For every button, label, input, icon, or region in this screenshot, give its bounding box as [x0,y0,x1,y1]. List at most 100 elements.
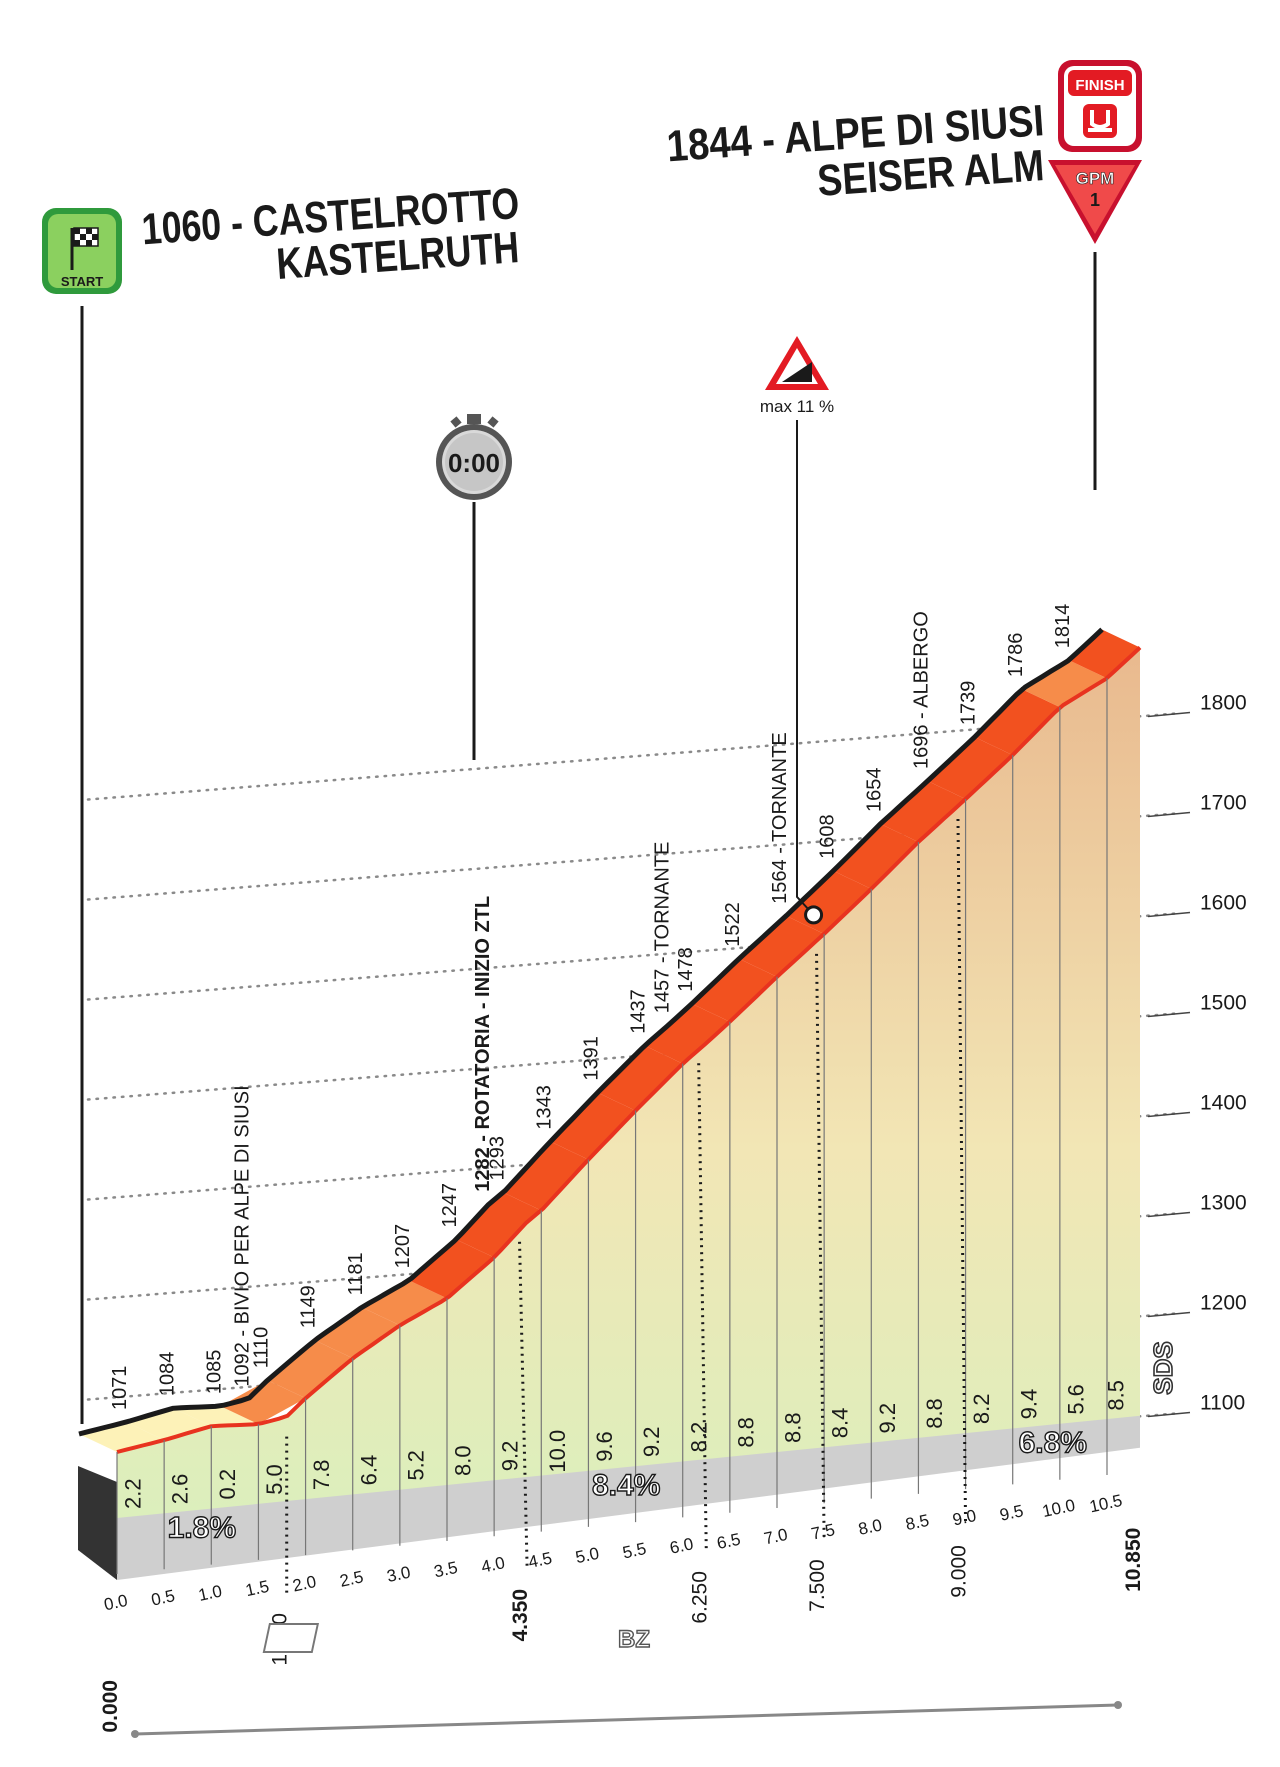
gradient-strips [78,627,1142,1580]
km-label-7: 3.5 [432,1558,459,1581]
gradient-value-3: 5.0 [262,1464,287,1495]
gradient-value-15: 8.4 [828,1408,853,1439]
ribbon-segment-2 [173,1406,259,1427]
ribbon-segment-7 [409,1239,495,1299]
ribbon-segment-6 [361,1280,447,1326]
axis-label-1400: 1400 [1200,1092,1247,1115]
altitude-label-0: 1071 [109,1366,131,1411]
altitude-label-3: 1092 - BIVIO PER ALPE DI SIUSI [232,1085,254,1386]
slope-icon [782,362,812,382]
altitude-label-8: 1247 [439,1183,461,1228]
altitude-label-22: 1786 [1005,633,1027,678]
km-label-21: 10.5 [1088,1491,1124,1516]
altitude-label-18: 1608 [816,814,838,859]
gradient-value-1: 2.6 [168,1474,193,1505]
gradient-value-19: 9.4 [1016,1389,1041,1420]
axis-tick-1200 [1147,1311,1191,1318]
km-label-4: 2.0 [291,1572,318,1595]
altitude-label-6: 1181 [345,1252,367,1295]
gradient-value-16: 9.2 [875,1403,900,1434]
gradient-value-12: 8.2 [686,1422,711,1453]
axis-tick-1700 [1147,811,1191,818]
key-dotted-3 [697,1063,708,1552]
altitude-label-14: 1457 - TORNANTE [651,842,673,1014]
gpm-category: 1 [1090,190,1100,210]
km-label-1: 0.5 [149,1586,176,1609]
axis-label-1300: 1300 [1200,1192,1247,1215]
timer-label: 0:00 [448,448,500,478]
timer-badge: 0:00 [436,414,512,500]
altitude-label-1: 1084 [156,1352,178,1397]
altitude-label-17: 1564 - TORNANTE [769,732,791,904]
ribbon-segment-17 [880,781,966,842]
finish-badge-label: FINISH [1075,77,1124,94]
altitude-label-2: 1085 [203,1350,225,1395]
bottom-scale-end-right [1114,1701,1122,1709]
key-distance-4: 7.500 [806,1559,829,1612]
finish-badge: FINISH [1058,60,1142,152]
km-label-16: 8.0 [857,1515,884,1538]
axis-label-1800: 1800 [1200,692,1247,715]
average-gradient-0: 1.8% [168,1512,236,1545]
km-label-0: 0.0 [102,1591,129,1614]
km-label-6: 3.0 [385,1563,412,1586]
gradient-value-7: 8.0 [451,1445,476,1476]
altitude-label-20: 1696 - ALBERGO [911,611,933,769]
axis-label-1700: 1700 [1200,792,1247,815]
ribbon-segment-5 [314,1307,400,1359]
altitude-axis: 1100 1200 1300 1400 1500 1600 1700 1800 [1147,692,1247,1418]
altitude-label-16: 1522 [722,902,744,947]
km-label-18: 9.0 [951,1506,978,1529]
region-label: SDS [1148,1341,1178,1394]
bottom-scale-line [134,1703,1119,1736]
ribbon-segment-19 [974,689,1060,756]
average-gradient-2: 6.8% [1019,1426,1087,1459]
key-distance-5: 9.000 [948,1545,971,1598]
altitude-labels: 1071 1084 1085 1092 - BIVIO PER ALPE DI SIU… [109,604,1074,1423]
altitude-label-21: 1739 [958,681,980,726]
finish-line-icon [1083,104,1117,138]
axis-tick-1800 [1147,711,1191,718]
gradient-value-2: 0.2 [215,1469,240,1500]
axis-tick-1500 [1147,1011,1191,1018]
profile-side-wall [78,1466,117,1580]
km-label-17: 8.5 [904,1511,931,1534]
altitude-label-12: 1391 [581,1036,603,1081]
axis-label-1600: 1600 [1200,892,1247,915]
gradient-value-4: 7.8 [309,1459,334,1490]
axis-label-1200: 1200 [1200,1292,1247,1315]
ribbon-segment-3 [220,1380,306,1425]
ribbon-segment-20 [1021,660,1107,708]
max-gradient-sign: max 11 % [760,336,834,416]
km-label-20: 10.0 [1041,1496,1077,1521]
ribbon-segment-21 [1069,629,1140,679]
km-label-11: 5.5 [621,1539,648,1562]
axis-label-1500: 1500 [1200,992,1247,1015]
gradient-value-14: 8.8 [781,1412,806,1443]
altitude-label-11: 1343 [533,1085,555,1130]
max-gradient-point [804,905,824,925]
km-label-8: 4.0 [479,1553,506,1576]
ribbon-segment-12 [644,1003,730,1064]
km-label-19: 9.5 [998,1501,1025,1525]
axis-tick-1600 [1147,911,1191,918]
altitude-label-13: 1437 [628,989,650,1034]
km-label-15: 7.5 [809,1520,836,1543]
province-plate: BZ [262,1623,651,1654]
altitude-label-15: 1478 [675,947,697,992]
ribbon-segment-10 [550,1092,636,1160]
ribbon-segment-13 [691,958,777,1022]
grade-band [117,1415,1140,1580]
ribbon-top-edge [78,627,1104,1437]
ribbon-segment-11 [597,1045,683,1111]
average-gradient-1: 8.4% [592,1469,660,1502]
checkered-flag-icon [70,227,99,270]
gradient-value-13: 8.8 [733,1417,758,1448]
profile-area-fill [117,647,1140,1560]
km-label-3: 1.5 [244,1577,271,1600]
key-distance-3: 6.250 [688,1571,711,1624]
profile-area [117,647,1140,1560]
gradient-value-6: 5.2 [403,1450,428,1481]
km-label-2: 1.0 [197,1581,224,1604]
axis-tick-1100 [1147,1411,1191,1418]
